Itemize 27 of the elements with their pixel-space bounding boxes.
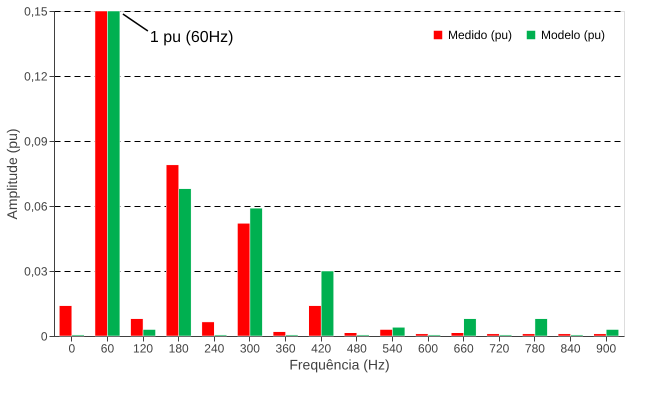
x-tick-label: 660 [454, 342, 474, 356]
y-tick-label: 0 [40, 330, 48, 344]
x-tick-label: 180 [168, 342, 190, 356]
x-tick-label: 60 [100, 342, 114, 356]
x-tick-label: 900 [596, 342, 617, 356]
y-tick-label: 0,15 [24, 4, 48, 18]
y-tick-label: 0,09 [24, 134, 48, 148]
legend-label: Modelo (pu) [541, 28, 606, 42]
x-tick-label: 300 [240, 342, 260, 356]
y-axis-title: Amplitude (pu) [4, 128, 20, 220]
y-tick-label: 0,06 [24, 200, 48, 214]
x-tick-label: 480 [346, 342, 368, 356]
x-tick-label: 0 [68, 342, 76, 356]
x-tick-label: 780 [524, 342, 546, 356]
x-tick-label: 600 [418, 342, 438, 356]
x-tick-label: 420 [311, 342, 332, 356]
x-tick-label: 240 [204, 342, 225, 356]
x-tick-label: 540 [382, 342, 403, 356]
x-tick-label: 840 [560, 342, 581, 356]
annotation: 1 pu (60Hz) [150, 29, 234, 46]
x-tick-label: 120 [133, 342, 154, 356]
y-tick-label: 0,12 [24, 70, 48, 84]
x-tick-label: 360 [276, 342, 296, 356]
x-tick-label: 720 [489, 342, 510, 356]
y-tick-label: 0,03 [24, 264, 48, 278]
legend-label: Medido (pu) [448, 28, 512, 42]
x-axis-title: Frequência (Hz) [289, 356, 390, 372]
